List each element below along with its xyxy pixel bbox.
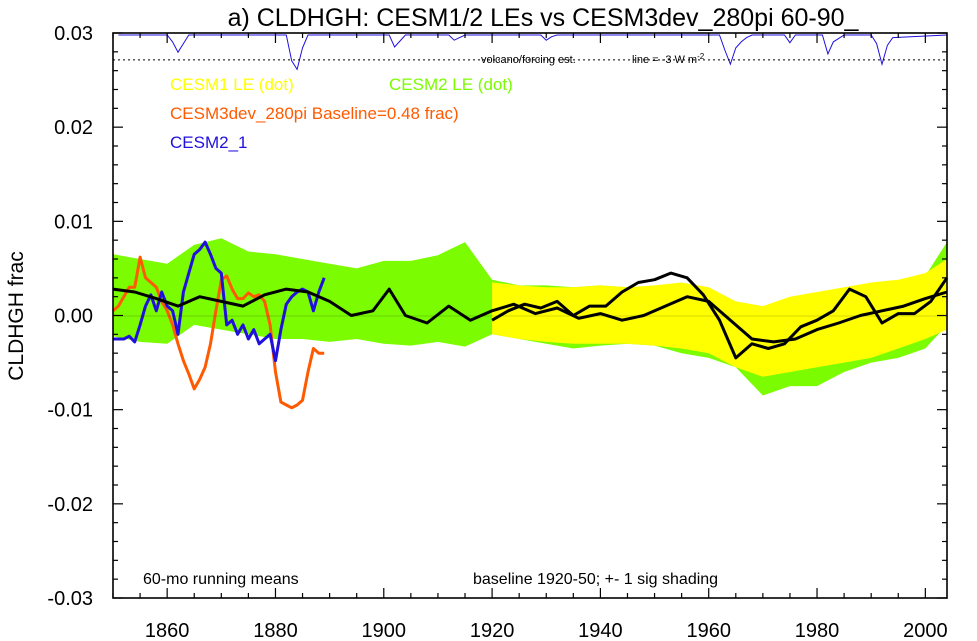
legend-cesm1-le: CESM1 LE (dot) [170,75,294,94]
baseline-note: baseline 1920-50; +- 1 sig shading [473,571,718,588]
volcano-label: volcano/forcing est. [481,54,576,66]
volcano-line-sup: -2 [697,52,705,61]
x-tick-label: 1980 [795,620,840,641]
x-axis: 1860 1880 1900 1920 1940 1960 1980 2000 [112,33,948,641]
legend-cesm2-1: CESM2_1 [170,133,247,152]
y-tick-label: 0.02 [54,117,93,139]
volcano-line-label: line = -3 W m-2 [632,52,705,66]
y-tick-label: -0.03 [47,588,93,610]
x-tick-label: 1900 [362,620,407,641]
running-mean-note: 60-mo running means [143,571,299,588]
volcano-line-text: line = -3 W m [632,54,697,66]
x-tick-label: 1880 [253,620,298,641]
y-tick-label: 0.00 [54,306,93,328]
legend-cesm3dev: CESM3dev_280pi Baseline=0.48 frac) [170,104,459,123]
volcano-line [118,34,948,71]
x-tick-label: 1960 [686,620,731,641]
y-tick-label: -0.01 [47,400,93,422]
y-axis: 0.03 0.02 0.01 0.00 -0.01 -0.02 -0.03 [47,23,947,610]
ensemble-mean-line-2 [491,271,949,360]
x-tick-label: 1860 [145,620,190,641]
cesm3dev-line [112,255,325,410]
cesm2-1-line [113,240,326,363]
x-tick-label: 1920 [470,620,515,641]
y-tick-label: 0.03 [54,23,93,45]
y-tick-label: -0.02 [47,494,93,516]
series-lines [112,240,949,410]
volcano-forcing-trace [113,34,948,71]
y-tick-label: 0.01 [54,211,93,233]
legend-cesm2-le: CESM2 LE (dot) [389,75,513,94]
y-axis-label: CLDHGH frac [5,251,28,381]
chart-title: a) CLDHGH: CESM1/2 LEs vs CESM3dev_280pi… [228,4,860,32]
x-tick-label: 1940 [578,620,623,641]
x-tick-label: 2000 [903,620,948,641]
ensemble-mean-line-1 [112,287,948,344]
